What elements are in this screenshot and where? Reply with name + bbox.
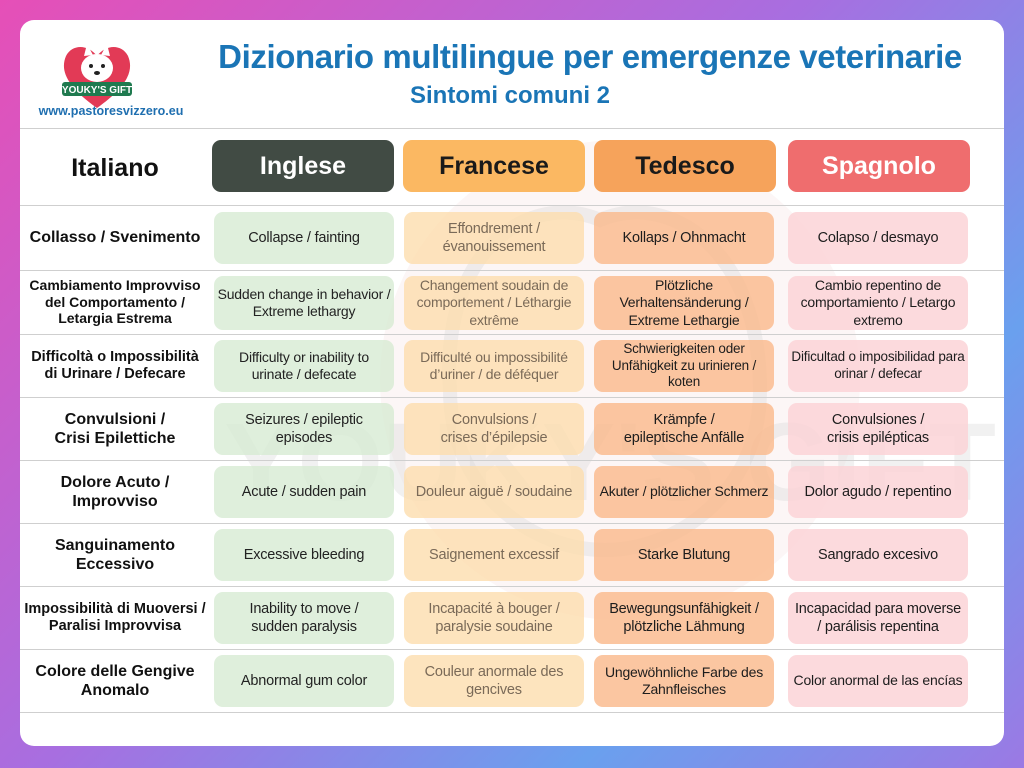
row-label: Cambiamento Improvviso del Comportamento… xyxy=(29,276,201,327)
cell-inglese: Difficulty or inability to urinate / def… xyxy=(214,340,394,392)
cell-tedesco: Akuter / plötzlicher Schmerz xyxy=(594,466,774,518)
website-url: www.pastoresvizzero.eu xyxy=(38,104,184,118)
page-subtitle: Sintomi comuni 2 xyxy=(409,82,610,109)
cell-francese: Incapacité à bouger / paralysie soudaine xyxy=(404,592,584,644)
cell-inglese: Abnormal gum color xyxy=(214,655,394,707)
cell-francese: Douleur aiguë / soudaine xyxy=(404,466,584,518)
divider xyxy=(20,334,1004,335)
cell-tedesco: Bewegungsunfähigkeit / plötzliche Lähmun… xyxy=(594,592,774,644)
row-label: Impossibilità di Muoversi / Paralisi Imp… xyxy=(24,600,206,634)
cell-tedesco: Schwierigkeiten oder Unfähigkeit zu urin… xyxy=(594,340,774,392)
row-label: Difficoltà o Impossibilità di Urinare / … xyxy=(31,348,199,382)
divider xyxy=(20,460,1004,461)
cell-francese: Effondrement / évanouissement xyxy=(404,212,584,264)
divider xyxy=(20,586,1004,587)
divider xyxy=(20,712,1004,713)
cell-inglese: Collapse / fainting xyxy=(214,212,394,264)
cell-tedesco: Krämpfe / epileptische Anfälle xyxy=(594,403,774,455)
column-header-francese: Francese xyxy=(403,140,585,192)
cell-francese: Difficulté ou impossibilité d’uriner / d… xyxy=(404,340,584,392)
column-header-inglese: Inglese xyxy=(212,140,394,192)
column-header-italiano: Italiano xyxy=(71,153,159,182)
cell-francese: Couleur anormale des gencives xyxy=(404,655,584,707)
column-header-tedesco: Tedesco xyxy=(594,140,776,192)
row-label: Convulsioni / Crisi Epilettiche xyxy=(54,410,176,447)
cell-inglese: Acute / sudden pain xyxy=(214,466,394,518)
cell-spagnolo: Convulsiones / crisis epilépticas xyxy=(788,403,968,455)
cell-spagnolo: Colapso / desmayo xyxy=(788,212,968,264)
cell-inglese: Excessive bleeding xyxy=(214,529,394,581)
divider xyxy=(20,523,1004,524)
cell-francese: Changement soudain de comportement / Lét… xyxy=(404,276,584,330)
page-title: Dizionario multilingue per emergenze vet… xyxy=(218,38,962,75)
cell-inglese: Sudden change in behavior / Extreme leth… xyxy=(214,276,394,330)
divider xyxy=(20,205,1004,206)
cell-spagnolo: Dolor agudo / repentino xyxy=(788,466,968,518)
divider xyxy=(20,649,1004,650)
cell-inglese: Seizures / epileptic episodes xyxy=(214,403,394,455)
cell-inglese: Inability to move / sudden paralysis xyxy=(214,592,394,644)
row-label: Dolore Acuto / Improvviso xyxy=(60,473,170,510)
cell-spagnolo: Sangrado excesivo xyxy=(788,529,968,581)
row-label: Sanguinamento Eccessivo xyxy=(54,536,175,573)
divider xyxy=(20,128,1004,129)
row-label: Collasso / Svenimento xyxy=(29,229,201,247)
cell-tedesco: Starke Blutung xyxy=(594,529,774,581)
divider xyxy=(20,270,1004,271)
column-header-spagnolo: Spagnolo xyxy=(788,140,970,192)
cell-tedesco: Plötzliche Verhaltensänderung / Extreme … xyxy=(594,276,774,330)
cell-spagnolo: Cambio repentino de comportamiento / Let… xyxy=(788,276,968,330)
cell-spagnolo: Color anormal de las encías xyxy=(788,655,968,707)
row-label: Colore delle Gengive Anomalo xyxy=(35,662,195,699)
svg-text:YOUKY'S GIFT: YOUKY'S GIFT xyxy=(62,85,132,96)
youkys-gift-logo: YOUKY'S GIFT xyxy=(62,44,132,108)
cell-tedesco: Ungewöhnliche Farbe des Zahnfleisches xyxy=(594,655,774,707)
dictionary-card: YOUKY'S GIFT YOUKY'S GIFT www.pastoresvi… xyxy=(20,20,1004,746)
cell-francese: Saignement excessif xyxy=(404,529,584,581)
cell-tedesco: Kollaps / Ohnmacht xyxy=(594,212,774,264)
cell-spagnolo: Dificultad o imposibilidad para orinar /… xyxy=(788,340,968,392)
cell-spagnolo: Incapacidad para moverse / parálisis rep… xyxy=(788,592,968,644)
divider xyxy=(20,397,1004,398)
cell-francese: Convulsions / crises d’épilepsie xyxy=(404,403,584,455)
